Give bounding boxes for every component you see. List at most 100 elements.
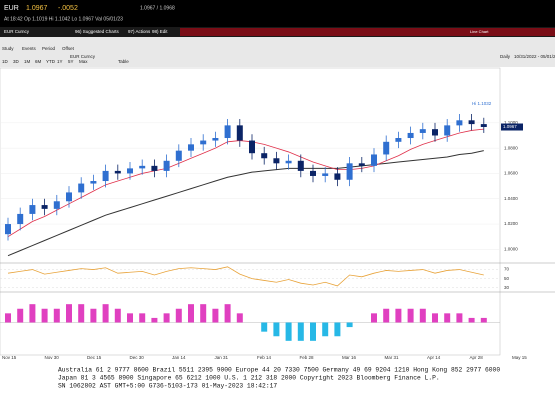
ticker: EUR <box>4 5 19 12</box>
macd-bar <box>29 304 36 323</box>
price: 1.0967 <box>26 5 48 12</box>
ma-fast <box>7 128 484 238</box>
annotation: Hi 1.1032 <box>472 101 492 106</box>
menu-item[interactable]: 98) Edit <box>152 29 168 34</box>
candle-body <box>297 160 304 171</box>
candle-body <box>468 120 475 125</box>
candle-body <box>273 158 280 164</box>
menu-highlight <box>180 28 555 36</box>
plot: 1.0000 1.0200 1.0400 1.0600 1.0800 1.10001.09… <box>0 101 555 360</box>
frequency: Daily <box>500 54 511 59</box>
period-tab[interactable]: 1Y <box>57 59 63 64</box>
macd-bar <box>261 322 268 332</box>
candle-body <box>358 163 365 166</box>
period-tab[interactable]: Max <box>79 59 88 64</box>
date-range: 10/31/2022 - 05/01/2023 <box>514 54 555 59</box>
bid-ask: 1.0967 / 1.0968 <box>140 5 175 11</box>
candle-body <box>261 153 268 159</box>
security: EUR Curncy <box>70 54 96 59</box>
candle-body <box>78 183 85 193</box>
macd-bar <box>114 308 121 323</box>
macd-bar <box>163 313 170 323</box>
y-tick-label: 1.1000 <box>504 120 518 125</box>
toolbar <box>0 37 555 67</box>
footer: Australia 61 2 9777 8600 Brazil 5511 239… <box>58 367 500 390</box>
y-tick-label: 1.0600 <box>504 171 518 176</box>
candle-body <box>444 125 451 136</box>
candle-body <box>188 144 194 151</box>
toolbar-items: Study Events Period Offset 1D 3D 1M 6M YTD 1Y 5Y Ma… <box>2 46 555 64</box>
x-tick-label: Jan 14 <box>172 355 186 360</box>
header-bar <box>0 0 555 27</box>
macd-bar <box>5 313 11 323</box>
x-tick-label: Dec 15 <box>87 355 102 360</box>
y-tick-label: 1.0800 <box>504 145 518 150</box>
macd-bar <box>17 308 24 323</box>
rsi-tick-label: 70 <box>504 267 510 272</box>
macd-bar <box>139 313 146 323</box>
candle-body <box>480 124 487 128</box>
x-tick-label: May 15 <box>512 355 527 360</box>
macd-bar <box>200 304 207 323</box>
x-tick-label: Mar 31 <box>385 355 400 360</box>
macd-bar <box>102 304 109 323</box>
footer-line: Australia 61 2 9777 8600 Brazil 5511 239… <box>58 367 500 374</box>
macd-bar <box>53 308 60 323</box>
menu-item[interactable]: 97) Actions <box>128 29 151 34</box>
candle-body <box>334 173 341 180</box>
macd-bar <box>236 313 243 323</box>
macd-bar <box>273 322 280 337</box>
period-tab[interactable]: 5Y <box>68 59 74 64</box>
toolbar-button[interactable]: Study <box>2 46 14 51</box>
macd-bar <box>322 322 329 337</box>
candle-body <box>17 213 24 225</box>
candle-body <box>310 170 316 176</box>
candle-body <box>29 205 36 214</box>
candle-body <box>407 132 414 139</box>
macd-bar <box>395 308 402 323</box>
toolbar-button[interactable]: Period <box>42 46 56 51</box>
x-tick-label: Apr 28 <box>470 355 484 360</box>
toolbar-button[interactable]: Offset <box>62 46 75 51</box>
candle-body <box>395 138 402 142</box>
period-tab[interactable]: 1D <box>2 59 9 64</box>
candle-body <box>322 173 329 176</box>
macd-bar <box>90 308 97 323</box>
macd-bar <box>371 313 377 323</box>
macd-bar <box>346 322 353 328</box>
macd-bar <box>334 322 341 337</box>
macd-bar <box>383 308 390 323</box>
period-tab[interactable]: YTD <box>46 59 56 64</box>
footer-line: Japan 81 3 4565 8900 Singapore 65 6212 1… <box>58 375 440 382</box>
menu-item[interactable]: 96) Suggested Charts <box>75 29 120 34</box>
y-tick-label: 1.0400 <box>504 196 518 201</box>
toolbar-button[interactable]: Events <box>22 46 37 51</box>
macd-bar <box>224 304 231 323</box>
period-tab[interactable]: 1M <box>24 59 31 64</box>
menu: EUR Curncy 96) Suggested Charts 97) Action… <box>4 29 168 34</box>
candle-body <box>456 120 463 126</box>
menu-item[interactable]: EUR Curncy <box>4 29 30 34</box>
candle-body <box>139 165 146 169</box>
candle-body <box>371 154 377 166</box>
candle-body <box>346 163 353 180</box>
x-tick-label: Nov 30 <box>45 355 60 360</box>
candle-body <box>102 170 109 182</box>
candle-body <box>66 192 72 202</box>
candle-body <box>5 224 11 235</box>
period-tab[interactable]: 6M <box>35 59 42 64</box>
candle-body <box>224 125 231 139</box>
macd-bar <box>151 317 158 323</box>
stats: At 18:42 Op 1.1019 Hi 1.1042 Lo 1.0967 V… <box>4 16 123 22</box>
period-tab[interactable]: 3D <box>13 59 20 64</box>
macd-bar <box>188 304 194 323</box>
x-tick-label: Feb 14 <box>257 355 272 360</box>
x-tick-label: Nov 15 <box>2 355 17 360</box>
macd-bar <box>444 313 451 323</box>
candle-body <box>212 138 219 141</box>
macd-bar <box>432 313 438 323</box>
macd-bar <box>310 322 316 341</box>
table-button[interactable]: Table <box>118 59 129 64</box>
side-note: Line Chart <box>470 29 489 34</box>
